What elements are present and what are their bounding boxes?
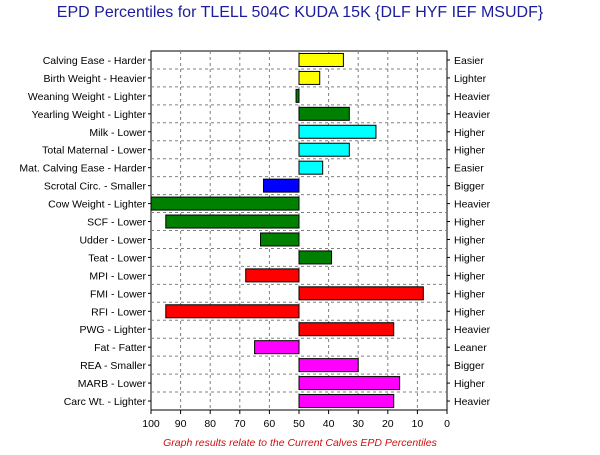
trait-label-left: REA - Smaller — [80, 360, 146, 372]
bar — [298, 142, 350, 157]
trait-label-right: Higher — [454, 378, 485, 390]
trait-label-right: Heavier — [454, 109, 491, 121]
trait-label-right: Higher — [454, 145, 485, 157]
bar — [262, 178, 300, 193]
x-tick-label: 40 — [323, 418, 335, 430]
x-tick-label: 10 — [412, 418, 424, 430]
bar — [298, 106, 350, 121]
trait-label-left: Total Maternal - Lower — [42, 145, 146, 157]
trait-label-right: Higher — [454, 252, 485, 264]
trait-label-left: Yearling Weight - Lighter — [32, 109, 147, 121]
chart-footnote: Graph results relate to the Current Calv… — [163, 437, 437, 449]
trait-label-right: Higher — [454, 306, 485, 318]
trait-label-right: Higher — [454, 288, 485, 300]
trait-label-right: Higher — [454, 234, 485, 246]
trait-label-right: Leaner — [454, 342, 487, 354]
bar — [298, 124, 377, 139]
trait-label-right: Heavier — [454, 199, 491, 211]
trait-label-left: Milk - Lower — [89, 127, 146, 139]
trait-label-left: Birth Weight - Heavier — [43, 73, 146, 85]
trait-label-left: MARB - Lower — [78, 378, 147, 390]
bar — [298, 70, 321, 85]
bar — [245, 268, 300, 283]
bar — [298, 250, 333, 265]
x-tick-label: 60 — [264, 418, 276, 430]
trait-label-left: PWG - Lighter — [79, 324, 146, 336]
x-tick-label: 20 — [382, 418, 394, 430]
trait-label-right: Heavier — [454, 324, 491, 336]
x-tick-label: 90 — [175, 418, 187, 430]
bar — [298, 52, 344, 67]
bar — [298, 160, 324, 175]
trait-label-right: Bigger — [454, 181, 485, 193]
bar — [298, 322, 395, 337]
bar — [254, 340, 300, 355]
bar — [150, 196, 300, 211]
x-tick-label: 50 — [293, 418, 305, 430]
x-tick-label: 30 — [352, 418, 364, 430]
trait-label-left: Udder - Lower — [79, 234, 146, 246]
trait-label-right: Easier — [454, 55, 484, 67]
trait-label-right: Lighter — [454, 73, 487, 85]
trait-label-left: SCF - Lower — [87, 217, 146, 229]
x-tick-label: 0 — [444, 418, 450, 430]
trait-label-right: Heavier — [454, 396, 491, 408]
x-tick-label: 100 — [142, 418, 160, 430]
trait-label-left: RFI - Lower — [91, 306, 146, 318]
bar — [298, 358, 359, 373]
bar — [295, 88, 300, 103]
x-tick-label: 80 — [204, 418, 216, 430]
trait-label-right: Higher — [454, 127, 485, 139]
trait-label-left: MPI - Lower — [89, 270, 146, 282]
chart-title: EPD Percentiles for TLELL 504C KUDA 15K … — [56, 4, 544, 21]
bar — [260, 232, 300, 247]
bar — [298, 286, 424, 301]
trait-label-left: FMI - Lower — [90, 288, 147, 300]
trait-label-left: Weaning Weight - Lighter — [28, 91, 147, 103]
trait-label-left: Mat. Calving Ease - Harder — [19, 163, 146, 175]
trait-label-left: Cow Weight - Lighter — [48, 199, 146, 211]
trait-label-right: Easier — [454, 163, 484, 175]
trait-label-left: Carc Wt. - Lighter — [64, 396, 147, 408]
x-tick-label: 70 — [234, 418, 246, 430]
bar — [298, 376, 401, 391]
bar — [165, 304, 300, 319]
bar — [165, 214, 300, 229]
trait-label-left: Teat - Lower — [88, 252, 146, 264]
trait-label-right: Bigger — [454, 360, 485, 372]
trait-label-left: Scrotal Circ. - Smaller — [44, 181, 147, 193]
trait-label-right: Higher — [454, 270, 485, 282]
bar — [298, 394, 395, 409]
trait-label-right: Heavier — [454, 91, 491, 103]
trait-label-left: Fat - Fatter — [94, 342, 146, 354]
trait-label-right: Higher — [454, 217, 485, 229]
trait-label-left: Calving Ease - Harder — [43, 55, 147, 67]
